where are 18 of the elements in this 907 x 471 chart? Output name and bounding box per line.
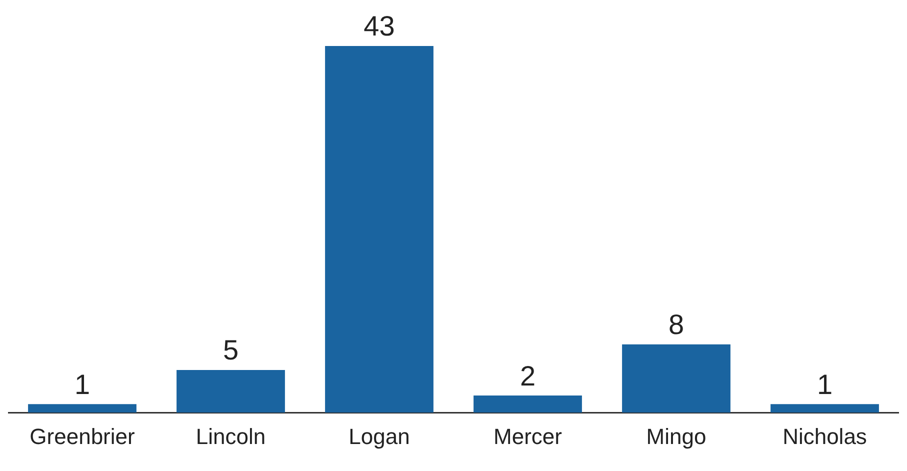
bar xyxy=(622,344,730,413)
x-tick-label: Greenbrier xyxy=(30,424,135,449)
data-label: 43 xyxy=(364,10,395,42)
data-label: 2 xyxy=(520,360,536,392)
data-label: 1 xyxy=(816,368,833,400)
bar xyxy=(176,370,285,413)
x-tick-label: Mercer xyxy=(494,424,562,449)
data-label: 8 xyxy=(668,309,684,340)
bar xyxy=(770,404,879,413)
x-tick-label: Logan xyxy=(348,424,410,449)
bar xyxy=(325,46,434,413)
data-label: 5 xyxy=(222,334,239,366)
x-tick-label: Mingo xyxy=(646,424,706,449)
bar xyxy=(28,404,136,413)
x-tick-label: Nicholas xyxy=(782,424,867,449)
bar xyxy=(474,396,582,413)
x-tick-label: Lincoln xyxy=(196,424,266,449)
data-label: 1 xyxy=(74,368,90,400)
